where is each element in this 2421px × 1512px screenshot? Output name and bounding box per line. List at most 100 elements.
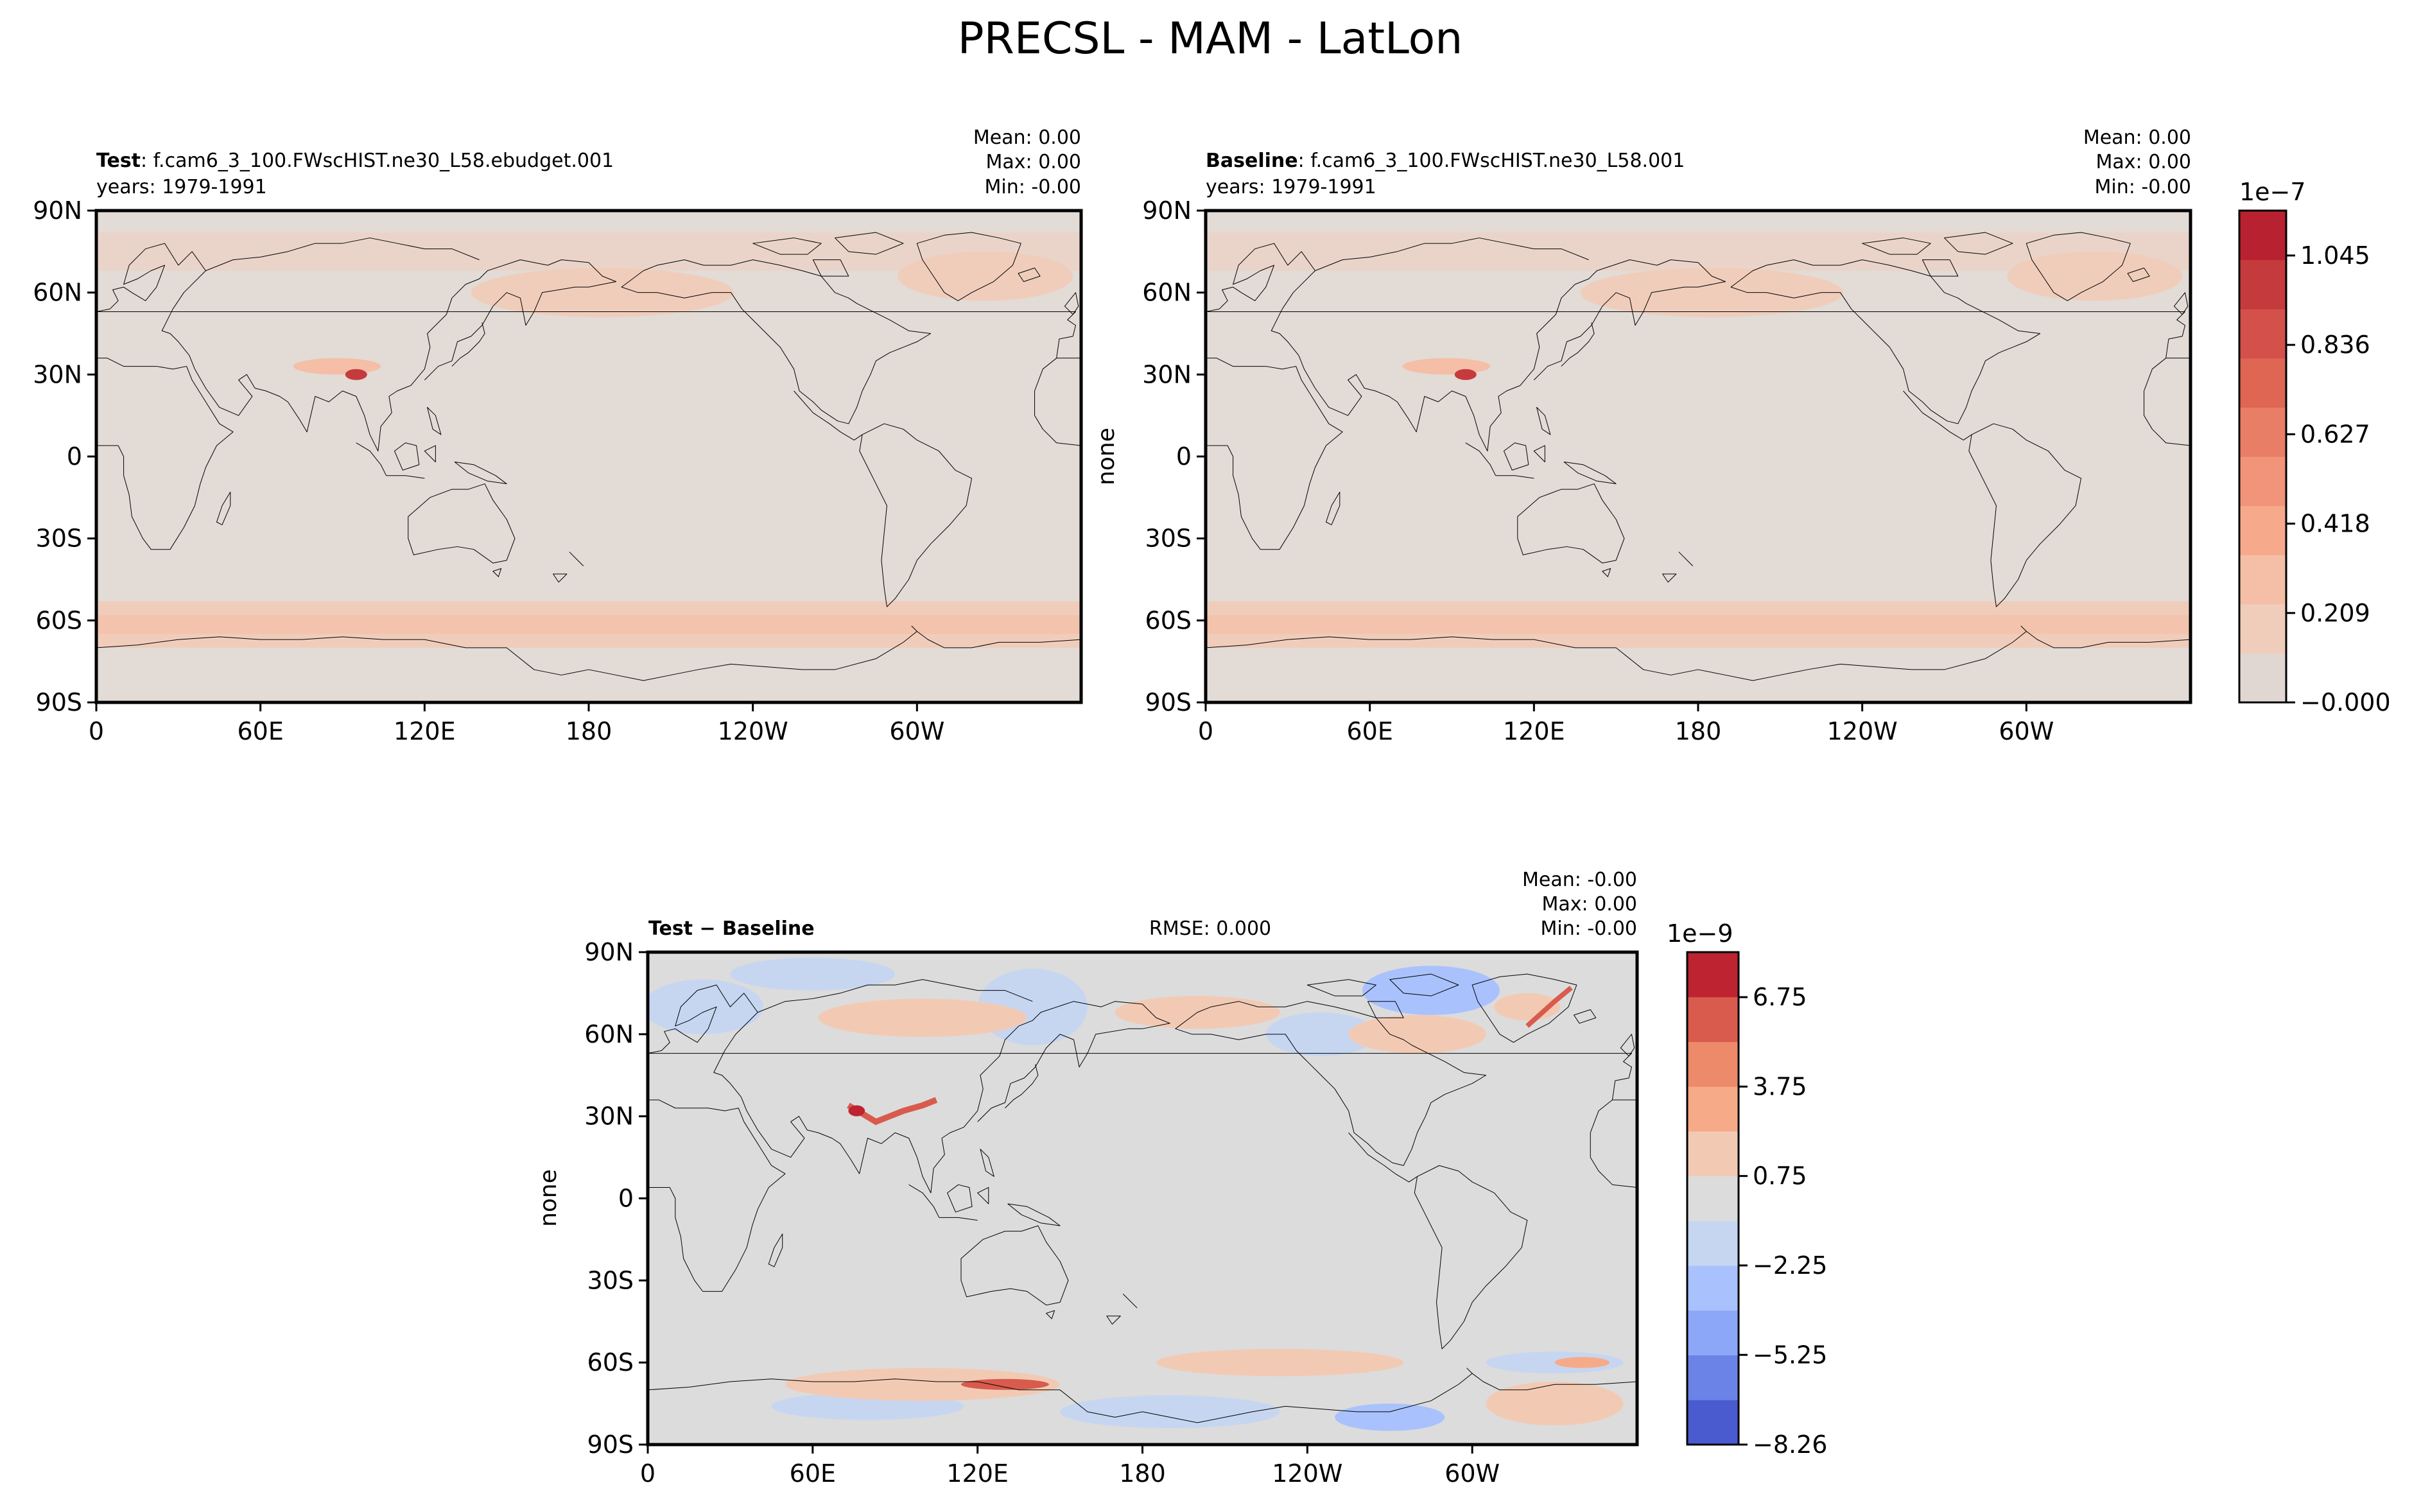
test-y-tick-label: 60N <box>33 279 82 307</box>
diff-x-tick-label: 60W <box>1445 1459 1500 1488</box>
diff-colorbar-swatch <box>1687 952 1739 998</box>
diff-title: Test − Baseline <box>648 917 815 940</box>
diff-x-tick-label: 180 <box>1119 1459 1166 1488</box>
baseline-colorbar-frame <box>2238 209 2287 704</box>
baseline-years: years: 1979-1991 <box>1206 176 1376 198</box>
test-x-tick-label: 60W <box>889 717 944 745</box>
diff-colorbar: 1e−9 −8.26 −5.25 −2.25 0.75 3.75 6.75 <box>1667 919 1827 1459</box>
test-stat-min: Min: -0.00 <box>985 176 1082 198</box>
baseline-colorbar-swatch <box>2239 407 2286 457</box>
test-x-tick-label: 60E <box>237 717 283 745</box>
baseline-colorbar-swatch <box>2239 505 2286 555</box>
diff-anomaly-pos-7 <box>960 1378 1049 1390</box>
diff-panel: Test − Baseline RMSE: 0.000 Mean: -0.00 … <box>535 869 1639 1488</box>
diff-y-tick-label: 60N <box>584 1020 634 1048</box>
diff-anomaly-neg-8 <box>1335 1403 1445 1431</box>
baseline-colorbar-swatch <box>2239 309 2286 359</box>
diff-colorbar-swatch <box>1687 1400 1739 1445</box>
baseline-y-tick-label: 60N <box>1142 279 1192 307</box>
baseline-colorbar-exponent: 1e−7 <box>2239 178 2306 206</box>
baseline-y-tick-label: 90N <box>1142 196 1192 225</box>
test-panel: Test: f.cam6_3_100.FWscHIST.ne30_L58.ebu… <box>33 126 1083 745</box>
baseline-label: Baseline <box>1206 150 1298 172</box>
diff-y-tick-label: 0 <box>618 1185 634 1213</box>
test-y-tick-label: 0 <box>67 442 82 471</box>
diff-y-label: none <box>535 1169 562 1227</box>
diff-colorbar-swatch <box>1687 1041 1739 1087</box>
test-case-name: : f.cam6_3_100.FWscHIST.ne30_L58.ebudget… <box>141 150 614 172</box>
baseline-so-band-core <box>1206 614 2191 634</box>
baseline-case-name: : f.cam6_3_100.FWscHIST.ne30_L58.001 <box>1298 150 1685 172</box>
diff-colorbar-tick-label: 3.75 <box>1753 1072 1807 1100</box>
diff-colorbar-swatch <box>1687 1265 1739 1311</box>
baseline-y-label: none <box>1093 428 1120 485</box>
baseline-panel: Baseline: f.cam6_3_100.FWscHIST.ne30_L58… <box>1093 126 2192 745</box>
diff-stat-mean: Mean: -0.00 <box>1522 869 1637 891</box>
baseline-stat-mean: Mean: 0.00 <box>2083 126 2191 149</box>
baseline-y-tick-label: 0 <box>1176 442 1192 471</box>
figure-title: PRECSL - MAM - LatLon <box>958 13 1463 64</box>
baseline-nh-storm-track <box>1580 268 1843 317</box>
diff-anomaly-neg-2 <box>730 957 896 991</box>
diff-y-tick-label: 90S <box>587 1430 634 1459</box>
baseline-x-tick-label: 180 <box>1675 717 1722 745</box>
diff-colorbar-swatch <box>1687 1086 1739 1132</box>
test-precip-field <box>96 232 1081 648</box>
baseline-x-tick-label: 120E <box>1503 717 1565 745</box>
diff-y-tick-label: 30S <box>587 1266 634 1294</box>
test-x-tick-label: 0 <box>89 717 104 745</box>
diff-colorbar-swatch <box>1687 1355 1739 1400</box>
diff-colorbar-tick-label: −2.25 <box>1753 1251 1827 1280</box>
test-nh-storm-track <box>471 268 734 317</box>
diff-y-tick-label: 90N <box>584 938 634 966</box>
baseline-y-tick-label: 90S <box>1145 688 1192 717</box>
diff-x-tick-label: 0 <box>640 1459 655 1488</box>
baseline-na-storm-track <box>2007 251 2183 301</box>
baseline-colorbar-swatch <box>2239 555 2286 605</box>
baseline-tibet-max <box>1454 369 1477 380</box>
baseline-y-tick-label: 30N <box>1142 360 1192 388</box>
diff-tibet-max <box>848 1105 865 1117</box>
diff-rmse: RMSE: 0.000 <box>1149 917 1271 940</box>
baseline-x-tick-label: 120W <box>1827 717 1898 745</box>
diff-anomaly-pos-9 <box>1486 1381 1624 1426</box>
test-years: years: 1979-1991 <box>96 176 267 198</box>
baseline-x-axis: 0 60E 120E 180 120W 60W <box>1198 702 2054 745</box>
diff-y-tick-label: 60S <box>587 1348 634 1377</box>
test-y-tick-label: 30S <box>36 525 82 553</box>
baseline-colorbar-swatch <box>2239 358 2286 408</box>
baseline-colorbar-tick-label: 0.836 <box>2300 331 2370 359</box>
baseline-precip-field <box>1206 232 2191 648</box>
diff-anomaly-neg-1 <box>648 979 763 1034</box>
baseline-colorbar: 1e−7 −0.000 0.209 0.418 0.627 0.836 1.045 <box>2238 178 2391 717</box>
baseline-colorbar-tick-label: 0.209 <box>2300 599 2370 627</box>
diff-x-tick-label: 60E <box>790 1459 836 1488</box>
baseline-x-tick-label: 60W <box>1999 717 2054 745</box>
test-y-tick-label: 90S <box>36 688 82 717</box>
baseline-colorbar-swatch <box>2239 456 2286 507</box>
diff-anomaly-pos-3 <box>1348 1015 1486 1054</box>
diff-stat-min: Min: -0.00 <box>1541 917 1638 940</box>
test-stat-max: Max: 0.00 <box>986 151 1081 173</box>
baseline-colorbar-swatch <box>2239 211 2286 261</box>
diff-anomaly-pos-6 <box>785 1368 1061 1401</box>
baseline-colorbar-swatch <box>2239 604 2286 654</box>
baseline-y-axis: 90N 60N 30N 0 30S 60S 90S <box>1142 196 1206 717</box>
diff-anomaly-pos-8 <box>1156 1348 1404 1377</box>
test-tibet-snow <box>293 358 381 375</box>
baseline-tibet-snow <box>1402 358 1491 375</box>
diff-colorbar-tick-label: 0.75 <box>1753 1162 1807 1190</box>
baseline-map <box>1206 211 2191 702</box>
diff-map <box>648 952 1637 1445</box>
diff-colorbar-swatch <box>1687 996 1739 1042</box>
diff-stat-max: Max: 0.00 <box>1542 893 1637 916</box>
baseline-colorbar-swatch <box>2239 653 2286 703</box>
diff-colorbar-swatch <box>1687 1131 1739 1177</box>
diff-colorbar-tick-label: 6.75 <box>1753 983 1807 1011</box>
baseline-colorbar-tick-label: 0.627 <box>2300 420 2370 448</box>
diff-colorbar-swatch <box>1687 1310 1739 1356</box>
baseline-stat-max: Max: 0.00 <box>2096 151 2191 173</box>
diff-x-axis: 0 60E 120E 180 120W 60W <box>640 1445 1500 1488</box>
test-tibet-max <box>345 369 367 380</box>
